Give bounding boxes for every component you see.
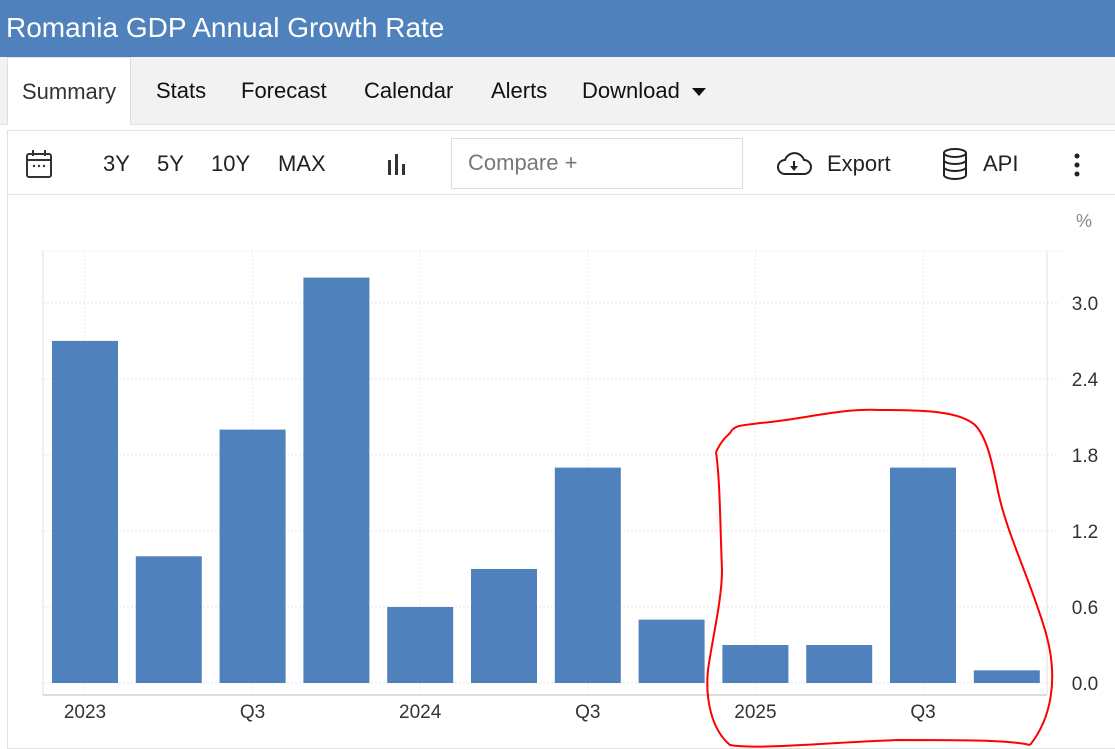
export-button[interactable]: Export — [827, 151, 891, 176]
tab-calendar[interactable]: Calendar — [364, 78, 454, 103]
compare-input[interactable]: Compare + — [451, 138, 743, 189]
bar-2024-q1[interactable] — [387, 606, 454, 683]
range-max[interactable]: MAX — [278, 151, 326, 176]
range-5y[interactable]: 5Y — [157, 151, 184, 176]
chart-type-icon[interactable] — [386, 152, 408, 176]
y-tick-label: 0.6 — [1072, 598, 1098, 619]
tab-download[interactable]: Download — [582, 57, 706, 125]
calendar-icon[interactable] — [25, 149, 53, 179]
caret-down-icon — [691, 88, 706, 97]
unit-label: % — [1076, 211, 1093, 231]
tab-summary[interactable]: Summary — [7, 57, 132, 125]
x-tick-label: 2024 — [399, 702, 442, 723]
cloud-download-icon[interactable] — [776, 150, 812, 178]
range-10y[interactable]: 10Y — [211, 151, 251, 176]
bar-2023-q2[interactable] — [135, 556, 202, 683]
tab-stats[interactable]: Stats — [156, 78, 207, 103]
api-button[interactable]: API — [983, 151, 1019, 176]
x-tick-label: 2023 — [64, 702, 106, 723]
bar-2023-q1[interactable] — [52, 340, 118, 683]
tab-forecast[interactable]: Forecast — [241, 78, 327, 103]
x-tick-label: 2025 — [734, 702, 776, 723]
tab-bar: Summary Stats Forecast Calendar Alerts D… — [0, 57, 1115, 125]
x-tick-label: Q3 — [910, 702, 935, 723]
page-title: Romania GDP Annual Growth Rate — [0, 0, 1115, 57]
x-tick-label: Q3 — [575, 702, 600, 723]
bar-2025-q4[interactable] — [973, 670, 1040, 683]
y-tick-label: 3.0 — [1072, 294, 1098, 315]
bar-2023-q3[interactable] — [219, 429, 286, 683]
download-label: Download — [582, 78, 680, 103]
more-options-icon[interactable] — [1072, 152, 1082, 178]
x-tick-label: Q3 — [240, 702, 265, 723]
bar-2023-q4[interactable] — [303, 277, 370, 683]
bar-2025-q2[interactable] — [806, 644, 873, 683]
red-annotation-loop — [706, 408, 1054, 748]
y-tick-label: 2.4 — [1072, 370, 1099, 391]
bar-2024-q4[interactable] — [638, 619, 705, 683]
range-3y[interactable]: 3Y — [103, 151, 130, 176]
bar-2024-q2[interactable] — [471, 568, 537, 683]
y-tick-label: 1.2 — [1072, 522, 1098, 543]
database-icon[interactable] — [941, 148, 969, 180]
y-tick-label: 0.0 — [1072, 674, 1098, 695]
bar-2024-q3[interactable] — [554, 467, 621, 683]
bar-2025-q3[interactable] — [890, 467, 956, 683]
tab-alerts[interactable]: Alerts — [491, 78, 548, 103]
y-tick-label: 1.8 — [1072, 446, 1098, 467]
bar-2025-q1[interactable] — [722, 644, 789, 683]
chart-toolbar: 3Y 5Y 10Y MAX Compare + Export API — [8, 131, 1115, 195]
